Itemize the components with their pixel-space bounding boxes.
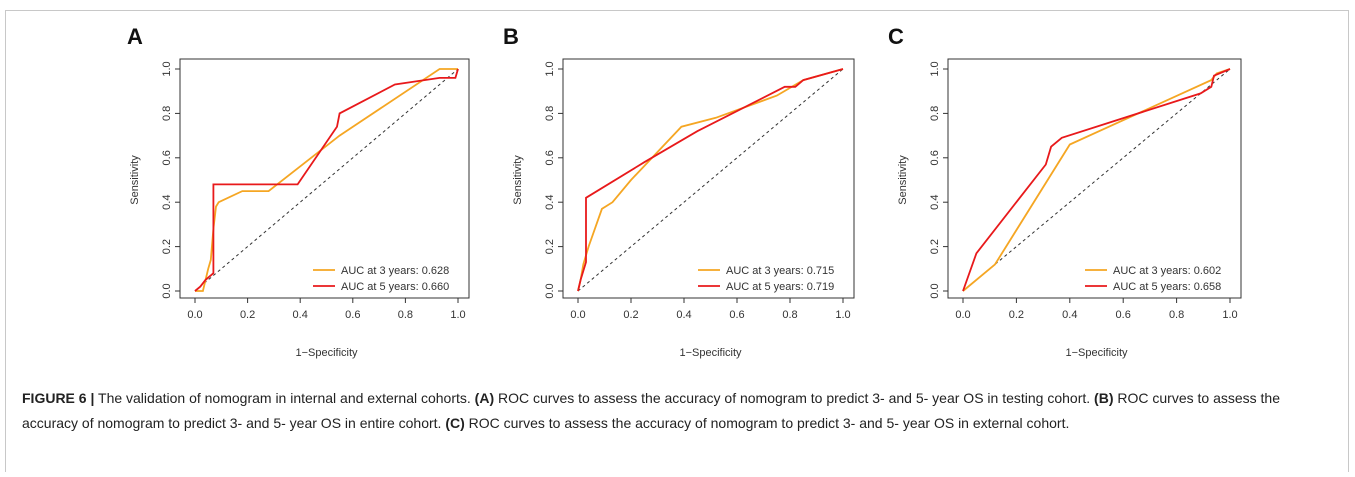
x-tick-label: 1.0 <box>450 309 465 321</box>
y-tick-label: 0.0 <box>544 283 556 298</box>
roc-curve-5-years <box>577 68 844 292</box>
x-axis-title: 1−Specificity <box>1065 347 1128 359</box>
plot-box <box>562 58 855 299</box>
x-tick-label: 0.4 <box>676 309 691 321</box>
caption-text-a: ROC curves to assess the accuracy of nom… <box>494 390 1095 406</box>
x-tick-label: 0.2 <box>1009 309 1024 321</box>
x-tick-label: 1.0 <box>1222 309 1237 321</box>
panel-letter: A <box>127 24 143 49</box>
roc-curve-3-years <box>577 68 844 292</box>
x-tick-label: 0.6 <box>1116 309 1131 321</box>
panel-letter: B <box>503 24 519 49</box>
x-tick-label: 0.0 <box>187 309 202 321</box>
y-tick-label: 0.6 <box>161 150 173 165</box>
x-tick-label: 1.0 <box>835 309 850 321</box>
x-tick-label: 0.8 <box>398 309 413 321</box>
caption-tag-c: (C) <box>445 415 465 431</box>
roc-curve-3-years <box>195 68 458 292</box>
panel-b: B 0.0 0.0 0.2 0.2 0.4 0.4 0.6 0.6 0.8 0.8 1.0 1.0 1−S… <box>503 24 855 359</box>
legend-label: AUC at 5 years: 0.660 <box>341 281 449 293</box>
panel-letter: C <box>888 24 904 49</box>
x-tick-label: 0.0 <box>955 309 970 321</box>
x-tick-label: 0.8 <box>782 309 797 321</box>
x-tick-label: 0.2 <box>240 309 255 321</box>
caption-tag-b: (B) <box>1094 390 1114 406</box>
x-tick-label: 0.0 <box>570 309 585 321</box>
roc-curve-5-years <box>962 68 1231 292</box>
caption-label: FIGURE 6 | <box>22 390 95 406</box>
reference-diagonal <box>194 68 459 292</box>
panel-c: C 0.0 0.0 0.2 0.2 0.4 0.4 0.6 0.6 0.8 0.8 1.0 1.0 1−S… <box>888 24 1242 359</box>
plot-box <box>947 58 1242 299</box>
x-axis-title: 1−Specificity <box>295 347 358 359</box>
y-tick-label: 0.4 <box>161 195 173 210</box>
y-tick-label: 0.8 <box>161 106 173 121</box>
legend-label: AUC at 5 years: 0.658 <box>1113 281 1221 293</box>
x-tick-label: 0.6 <box>345 309 360 321</box>
panel-a: A 0.0 0.0 0.2 0.2 0.4 0.4 0.6 0.6 0.8 0.8 1.0 1.0 1−S… <box>127 24 470 359</box>
caption-intro: The validation of nomogram in internal a… <box>94 390 475 406</box>
y-tick-label: 0.6 <box>544 150 556 165</box>
y-tick-label: 0.2 <box>161 239 173 254</box>
y-tick-label: 0.0 <box>161 283 173 298</box>
y-tick-label: 0.2 <box>929 239 941 254</box>
x-tick-label: 0.8 <box>1169 309 1184 321</box>
y-tick-label: 0.0 <box>929 283 941 298</box>
y-axis-title: Sensitivity <box>512 155 524 205</box>
y-tick-label: 0.4 <box>544 195 556 210</box>
y-tick-label: 0.8 <box>929 106 941 121</box>
y-tick-label: 0.2 <box>544 239 556 254</box>
figure-caption: FIGURE 6 | The validation of nomogram in… <box>22 386 1332 436</box>
caption-tag-a: (A) <box>474 390 495 406</box>
reference-diagonal <box>962 68 1231 292</box>
roc-curve-5-years <box>194 68 459 292</box>
legend-label: AUC at 5 years: 0.719 <box>726 281 834 293</box>
reference-diagonal <box>577 68 844 292</box>
legend-label: AUC at 3 years: 0.628 <box>341 265 449 277</box>
plot-box <box>179 58 470 299</box>
legend-label: AUC at 3 years: 0.602 <box>1113 265 1221 277</box>
y-tick-label: 1.0 <box>161 61 173 76</box>
y-axis-title: Sensitivity <box>129 155 141 205</box>
y-tick-label: 0.4 <box>929 195 941 210</box>
x-axis-title: 1−Specificity <box>679 347 742 359</box>
x-tick-label: 0.2 <box>623 309 638 321</box>
figure-plots: A 0.0 0.0 0.2 0.2 0.4 0.4 0.6 0.6 0.8 0.8 1.0 1.0 1−S… <box>127 24 1242 359</box>
x-tick-label: 0.4 <box>293 309 308 321</box>
y-tick-label: 0.6 <box>929 150 941 165</box>
x-tick-label: 0.4 <box>1062 309 1077 321</box>
caption-text-c: ROC curves to assess the accuracy of nom… <box>464 415 1070 431</box>
y-tick-label: 1.0 <box>929 61 941 76</box>
x-tick-label: 0.6 <box>729 309 744 321</box>
y-tick-label: 1.0 <box>544 61 556 76</box>
legend-label: AUC at 3 years: 0.715 <box>726 265 834 277</box>
figure-frame <box>5 10 1349 472</box>
y-tick-label: 0.8 <box>544 106 556 121</box>
caption-text-b: ROC curves to assess the accuracy of nom… <box>22 390 1280 431</box>
y-axis-title: Sensitivity <box>897 155 909 205</box>
